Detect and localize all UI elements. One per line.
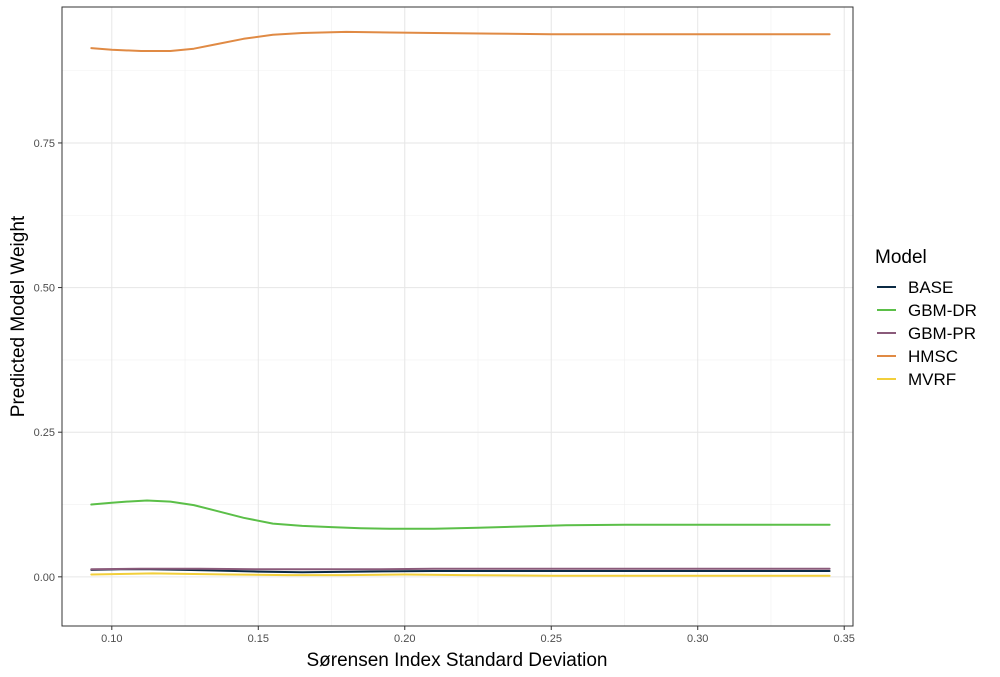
legend-label: BASE <box>908 278 953 297</box>
series-line-gbm-dr <box>90 499 831 530</box>
x-tick-label: 0.25 <box>541 633 562 645</box>
x-tick-label: 0.10 <box>101 633 122 645</box>
legend-label: GBM-PR <box>908 324 976 343</box>
x-axis-ticks: 0.10 0.15 0.20 0.25 0.30 0.35 <box>101 626 855 645</box>
x-tick-label: 0.30 <box>687 633 708 645</box>
legend: Model BASE GBM-DR GBM-PR HMSC MVRF <box>875 247 977 389</box>
y-tick-label: 0.00 <box>34 572 55 584</box>
series-line-mvrf <box>90 572 831 577</box>
x-axis-title: Sørensen Index Standard Deviation <box>306 650 607 671</box>
legend-label: MVRF <box>908 370 956 389</box>
series-line-hmsc <box>90 30 831 52</box>
x-tick-label: 0.20 <box>394 633 415 645</box>
series-line-gbm-pr <box>90 567 831 571</box>
series-lines <box>90 30 831 577</box>
y-tick-label: 0.50 <box>34 283 55 295</box>
x-tick-label: 0.15 <box>248 633 269 645</box>
legend-label: GBM-DR <box>908 301 977 320</box>
y-axis-ticks: 0.00 0.25 0.50 0.75 <box>34 138 62 584</box>
plot-border <box>61 6 854 627</box>
legend-title: Model <box>875 247 927 268</box>
y-axis-title: Predicted Model Weight <box>8 215 29 417</box>
legend-label: HMSC <box>908 347 958 366</box>
plot-panel <box>62 7 853 626</box>
y-tick-label: 0.75 <box>34 138 55 150</box>
y-tick-label: 0.25 <box>34 427 55 439</box>
x-tick-label: 0.35 <box>834 633 855 645</box>
